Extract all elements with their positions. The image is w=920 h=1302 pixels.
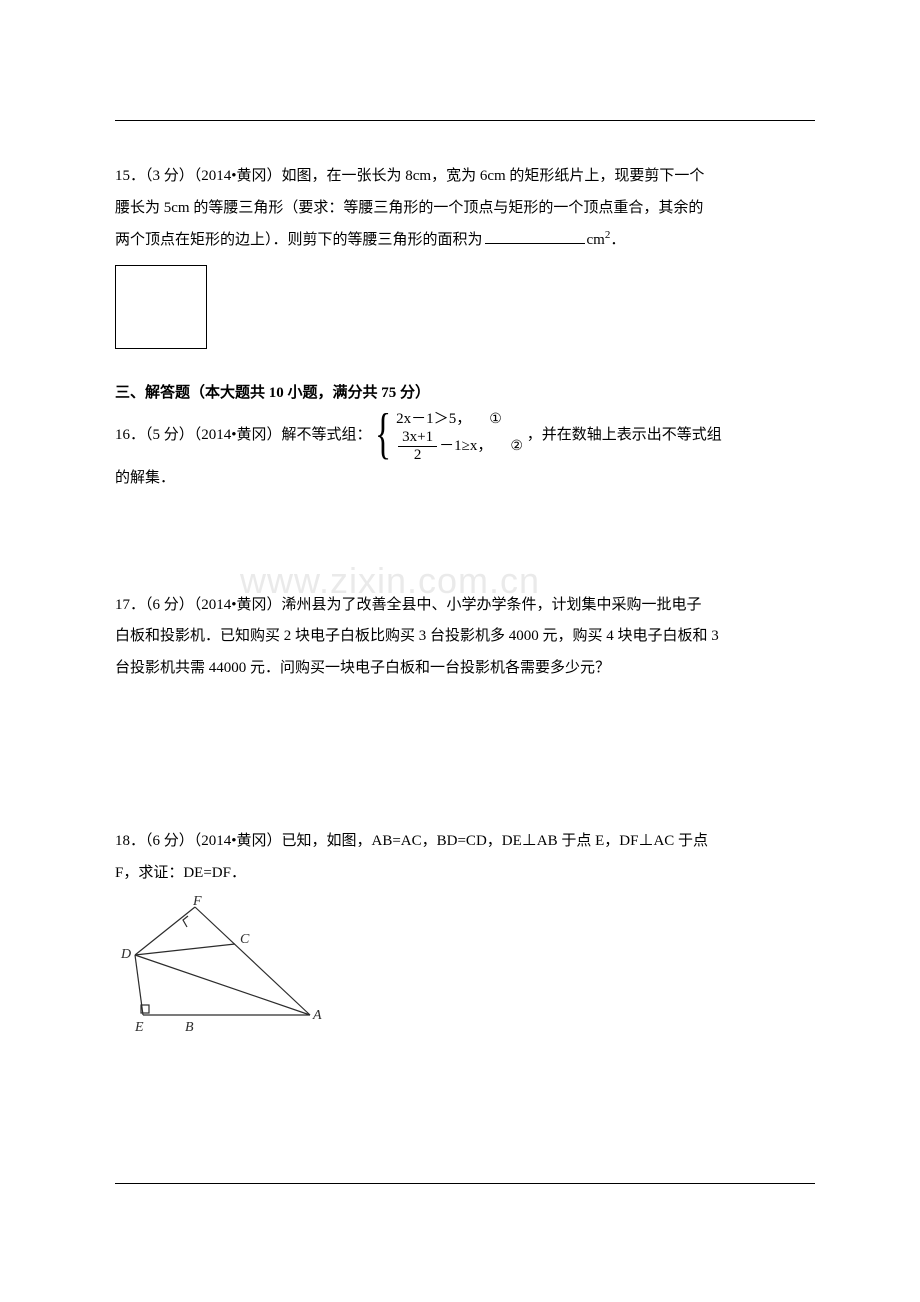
geometry-svg: F C D E B A [115, 895, 325, 1035]
answer-blank [485, 230, 585, 245]
question-15: 15．（3 分）（2014•黄冈）如图，在一张长为 8cm，宽为 6cm 的矩形… [115, 161, 815, 349]
geo-labels: F C D E B A [120, 895, 322, 1035]
top-rule [115, 120, 815, 121]
cases-container: 2x－1＞5， ① 3x+1 2 －1≥x， ② [396, 408, 523, 464]
question-17: 17．（6 分）（2014•黄冈）浠州县为了改善全县中、小学办学条件，计划集中采… [115, 590, 815, 685]
inequality-system: { 2x－1＞5， ① 3x+1 2 －1≥x， ② [375, 408, 523, 464]
q17-line1: 17．（6 分）（2014•黄冈）浠州县为了改善全县中、小学办学条件，计划集中采… [115, 590, 815, 622]
bottom-rule [115, 1183, 815, 1184]
q15-line3-pre: 两个顶点在矩形的边上）．则剪下的等腰三角形的面积为 [115, 232, 483, 248]
case-1: 2x－1＞5， ① [396, 411, 502, 427]
exam-page: www.zixin.com.cn 15．（3 分）（2014•黄冈）如图，在一张… [0, 0, 920, 1302]
label-E: E [134, 1020, 144, 1035]
q17-line2: 白板和投影机．已知购买 2 块电子白板比购买 3 台投影机多 4000 元，购买… [115, 621, 815, 653]
label-C: C [240, 932, 250, 947]
q16-line1: 16．（5 分）（2014•黄冈）解不等式组： { 2x－1＞5， ① 3x+1 … [115, 408, 815, 464]
c1-lhs: 2x－1 [396, 411, 434, 427]
label-A: A [312, 1008, 322, 1023]
q15-line2: 腰长为 5cm 的等腰三角形（要求：等腰三角形的一个顶点与矩形的一个顶点重合，其… [115, 193, 815, 225]
frac-den: 2 [398, 447, 437, 463]
c2-op: ≥ [462, 438, 470, 454]
q16-after: ，并在数轴上表示出不等式组 [527, 427, 722, 443]
rectangle-figure-placeholder [115, 265, 207, 349]
q16-line2: 的解集． [115, 463, 815, 495]
question-16: 16．（5 分）（2014•黄冈）解不等式组： { 2x－1＞5， ① 3x+1 … [115, 408, 815, 495]
circled-2: ② [510, 436, 523, 457]
c1-rhs: 5， [449, 411, 472, 427]
q15-line1: 15．（3 分）（2014•黄冈）如图，在一张长为 8cm，宽为 6cm 的矩形… [115, 161, 815, 193]
q15-unit: cm [587, 232, 605, 248]
label-B: B [185, 1020, 194, 1035]
c2-mid: －1 [439, 438, 462, 454]
circled-1: ① [489, 409, 502, 430]
c1-op: ＞ [434, 411, 449, 427]
case-2: 3x+1 2 －1≥x，② [396, 438, 523, 454]
q17-line3: 台投影机共需 44000 元．问购买一块电子白板和一台投影机各需要多少元？ [115, 653, 815, 685]
label-D: D [120, 947, 131, 962]
question-18: 18．（6 分）（2014•黄冈）已知，如图，AB=AC，BD=CD，DE⊥AB… [115, 826, 815, 1040]
q18-line1: 18．（6 分）（2014•黄冈）已知，如图，AB=AC，BD=CD，DE⊥AB… [115, 826, 815, 858]
q16-pre: 16．（5 分）（2014•黄冈）解不等式组： [115, 427, 372, 443]
left-brace-icon: { [375, 412, 391, 458]
q15-line3: 两个顶点在矩形的边上）．则剪下的等腰三角形的面积为cm2． [115, 224, 815, 257]
section-3-title: 三、解答题（本大题共 10 小题，满分共 75 分） [115, 381, 815, 402]
fraction: 3x+1 2 [398, 430, 437, 463]
q15-period: ． [610, 232, 625, 248]
geo-lines [135, 907, 310, 1015]
c2-rhs: x， [470, 438, 493, 454]
label-F: F [192, 895, 202, 909]
geometry-diagram: F C D E B A [115, 895, 815, 1040]
frac-num: 3x+1 [398, 430, 437, 447]
q18-line2: F，求证：DE=DF． [115, 858, 815, 890]
